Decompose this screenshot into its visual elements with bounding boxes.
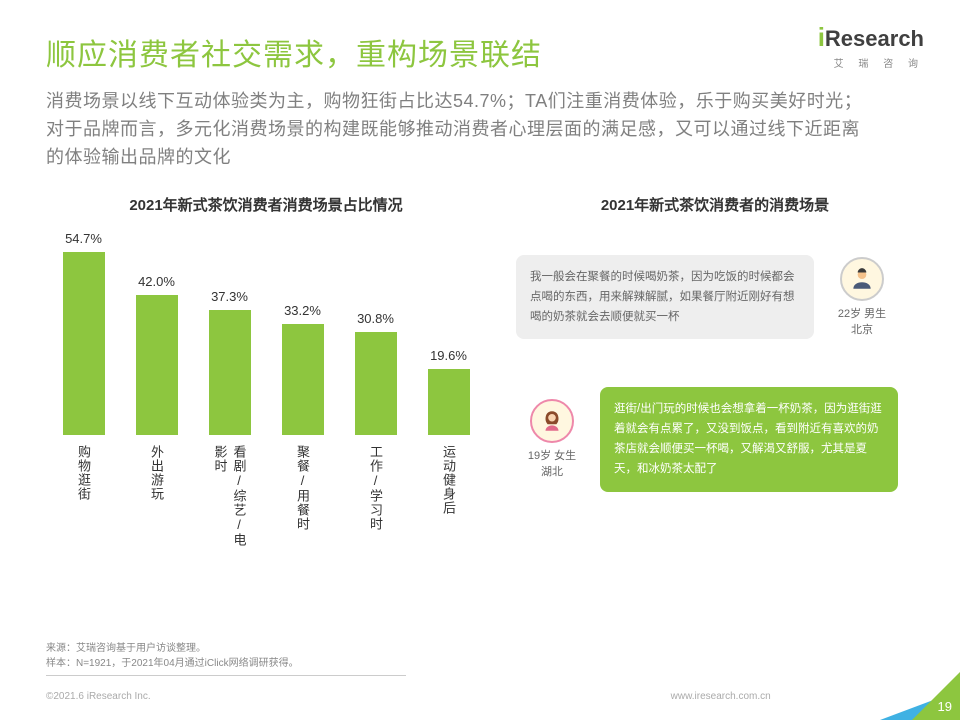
bar-value-label: 19.6% [430,348,467,363]
footnote-1: 来源：艾瑞咨询基于用户访谈整理。 [46,641,406,656]
person-2-line1: 19岁 女生 [528,447,576,463]
bar-3: 33.2% 聚餐/用餐时 [275,303,330,555]
quotes-column: 2021年新式茶饮消费者的消费场景 我一般会在聚餐的时候喝奶茶，因为吃饭的时候都… [486,194,914,555]
chart-title: 2021年新式茶饮消费者消费场景占比情况 [46,194,486,215]
content-columns: 2021年新式茶饮消费者消费场景占比情况 54.7% 购物逛街 42.0% 外出游玩 3… [46,194,914,555]
bar-1: 42.0% 外出游玩 [129,274,184,555]
bar-0: 54.7% 购物逛街 [56,231,111,554]
bar-category-label: 运动健身后 [439,445,458,555]
quote-bubble-2: 逛街/出门玩的时候也会想拿着一杯奶茶，因为逛街逛着就会有点累了，又没到饭点，看到… [600,387,898,492]
bar-rect [63,252,105,434]
page-subtitle: 消费场景以线下互动体验类为主，购物狂街占比达54.7%；TA们注重消费体验，乐于… [46,88,866,172]
bar-2: 37.3% 看剧/综艺/电影时 [202,289,257,554]
bar-rect [355,332,397,435]
bar-value-label: 37.3% [211,289,248,304]
avatar-female-icon [530,399,574,443]
logo-sub: 艾 瑞 咨 询 [818,55,924,70]
bar-value-label: 33.2% [284,303,321,318]
bar-category-label: 购物逛街 [74,445,93,555]
footnote-2: 样本：N=1921，于2021年04月通过iClick网络调研获得。 [46,656,406,671]
bar-category-label: 看剧/综艺/电影时 [211,445,249,555]
bar-rect [428,369,470,434]
logo-main: iResearch [818,22,924,53]
page-title: 顺应消费者社交需求，重构场景联结 [46,30,914,74]
footnotes: 来源：艾瑞咨询基于用户访谈整理。 样本：N=1921，于2021年04月通过iC… [46,641,406,676]
person-1-line2: 北京 [851,321,873,337]
logo-i: i [818,22,825,52]
corner-accent-green [912,672,960,720]
bar-value-label: 30.8% [357,311,394,326]
chart-column: 2021年新式茶饮消费者消费场景占比情况 54.7% 购物逛街 42.0% 外出游玩 3… [46,194,486,555]
bar-rect [282,324,324,435]
bar-category-label: 聚餐/用餐时 [293,445,312,555]
person-1-line1: 22岁 男生 [838,305,886,321]
person-2: 19岁 女生 湖北 [516,399,588,479]
avatar-male-icon [840,257,884,301]
bar-rect [209,310,251,434]
footnote-divider [46,675,406,676]
copyright: ©2021.6 iResearch Inc. www.iresearch.com… [46,691,771,702]
page-number: 19 [938,699,952,714]
bar-rect [136,295,178,435]
bar-value-label: 54.7% [65,231,102,246]
logo-word: Research [825,26,924,51]
bar-value-label: 42.0% [138,274,175,289]
quote-row-1: 我一般会在聚餐的时候喝奶茶，因为吃饭的时候都会点喝的东西，用来解辣解腻，如果餐厅… [516,255,914,339]
logo: iResearch 艾 瑞 咨 询 [818,22,924,70]
bar-chart: 54.7%购物逛街42.0%外出游玩37.3%看剧/综艺/电影时33.2%聚餐/… [46,235,486,555]
person-1: 22岁 男生 北京 [826,257,898,337]
bar-category-label: 工作/学习时 [366,445,385,555]
url: www.iresearch.com.cn [671,691,771,702]
slide-container: iResearch 艾 瑞 咨 询 顺应消费者社交需求，重构场景联结 消费场景以… [0,0,960,720]
bar-5: 19.6% 运动健身后 [421,348,476,554]
bar-4: 30.8% 工作/学习时 [348,311,403,555]
bar-category-label: 外出游玩 [147,445,166,555]
person-2-line2: 湖北 [541,463,563,479]
quote-row-2: 19岁 女生 湖北 逛街/出门玩的时候也会想拿着一杯奶茶，因为逛街逛着就会有点累… [516,387,914,492]
quote-bubble-1: 我一般会在聚餐的时候喝奶茶，因为吃饭的时候都会点喝的东西，用来解辣解腻，如果餐厅… [516,255,814,339]
quotes-title: 2021年新式茶饮消费者的消费场景 [516,194,914,215]
